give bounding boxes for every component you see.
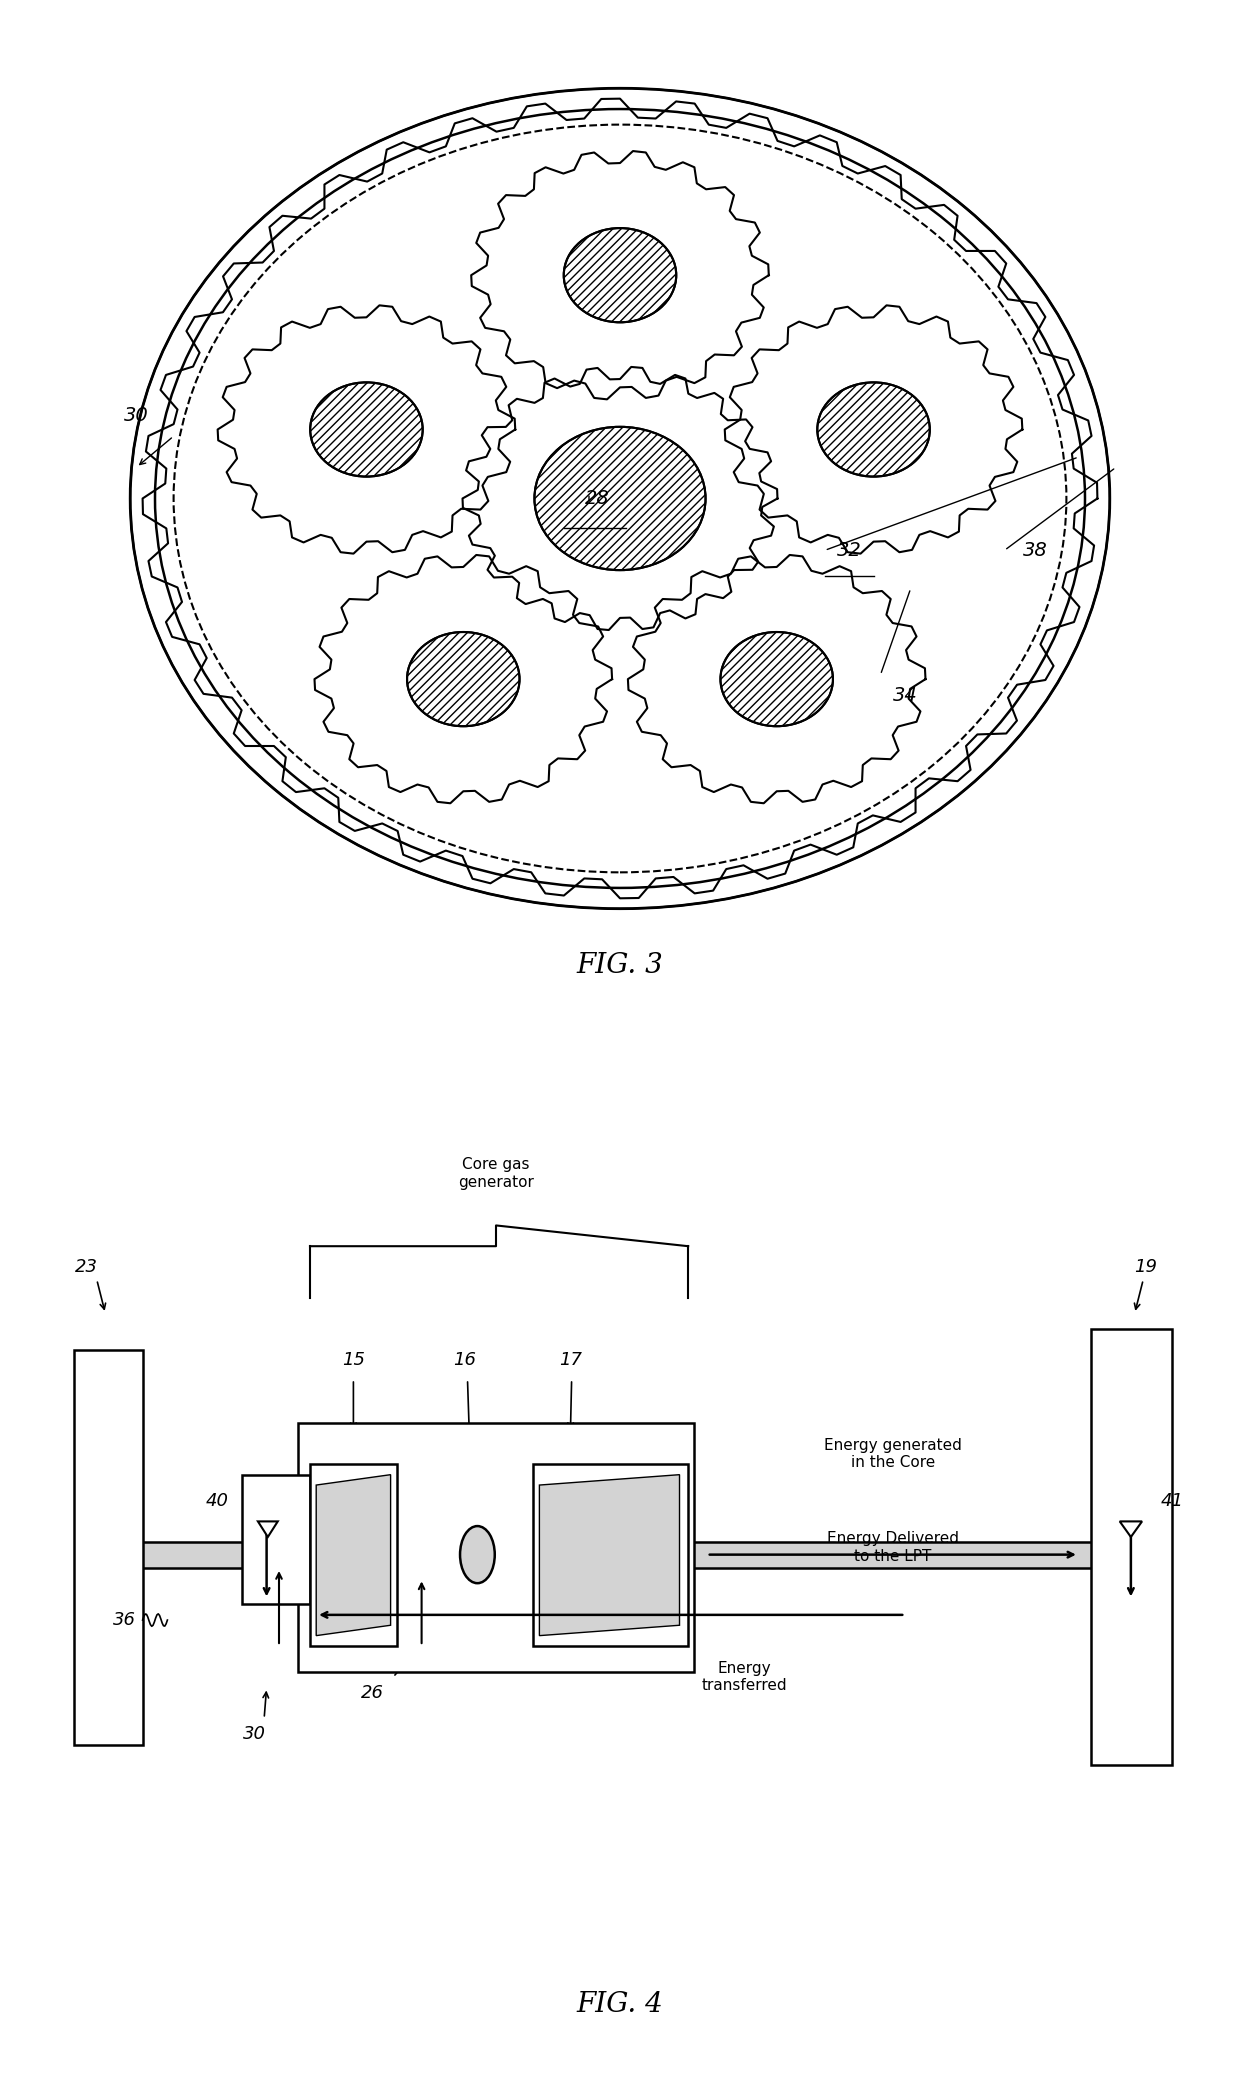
Text: 36: 36 (113, 1612, 135, 1628)
Polygon shape (258, 1520, 278, 1537)
Text: 19: 19 (1135, 1259, 1157, 1275)
Polygon shape (315, 555, 613, 804)
Text: 28: 28 (585, 488, 610, 509)
Bar (298, 1423, 694, 1672)
Text: Core gas
generator: Core gas generator (458, 1157, 534, 1190)
Text: Energy
transferred: Energy transferred (701, 1662, 787, 1693)
Polygon shape (471, 152, 769, 399)
Text: Energy Delivered
to the LPT: Energy Delivered to the LPT (827, 1531, 959, 1564)
Circle shape (564, 228, 676, 322)
Bar (74, 1350, 143, 1745)
Text: 26: 26 (361, 1684, 383, 1701)
Circle shape (720, 631, 833, 727)
Text: 32: 32 (837, 540, 862, 561)
Polygon shape (1091, 1329, 1172, 1765)
Polygon shape (724, 305, 1022, 555)
Text: FIG. 3: FIG. 3 (577, 953, 663, 978)
Text: 40: 40 (206, 1491, 228, 1510)
Polygon shape (310, 1464, 397, 1645)
Polygon shape (627, 555, 925, 804)
Polygon shape (539, 1475, 680, 1637)
Text: 16: 16 (454, 1352, 476, 1369)
Circle shape (534, 428, 706, 571)
Ellipse shape (460, 1527, 495, 1583)
Polygon shape (1120, 1520, 1142, 1537)
Text: 41: 41 (1161, 1491, 1183, 1510)
Polygon shape (533, 1464, 688, 1645)
Text: 30: 30 (124, 405, 149, 426)
Text: 38: 38 (1023, 540, 1048, 561)
Text: 34: 34 (893, 685, 918, 706)
Text: 30: 30 (243, 1726, 265, 1743)
Circle shape (817, 382, 930, 476)
Polygon shape (218, 305, 516, 555)
Text: FIG. 4: FIG. 4 (577, 1992, 663, 2017)
Text: 15: 15 (342, 1352, 365, 1369)
Polygon shape (463, 368, 777, 629)
Circle shape (310, 382, 423, 476)
Text: 23: 23 (76, 1259, 98, 1275)
Text: 17: 17 (559, 1352, 582, 1369)
Bar (242, 1475, 310, 1603)
Circle shape (130, 89, 1110, 910)
Polygon shape (316, 1475, 391, 1637)
Text: Energy generated
in the Core: Energy generated in the Core (823, 1437, 962, 1471)
Circle shape (407, 631, 520, 727)
